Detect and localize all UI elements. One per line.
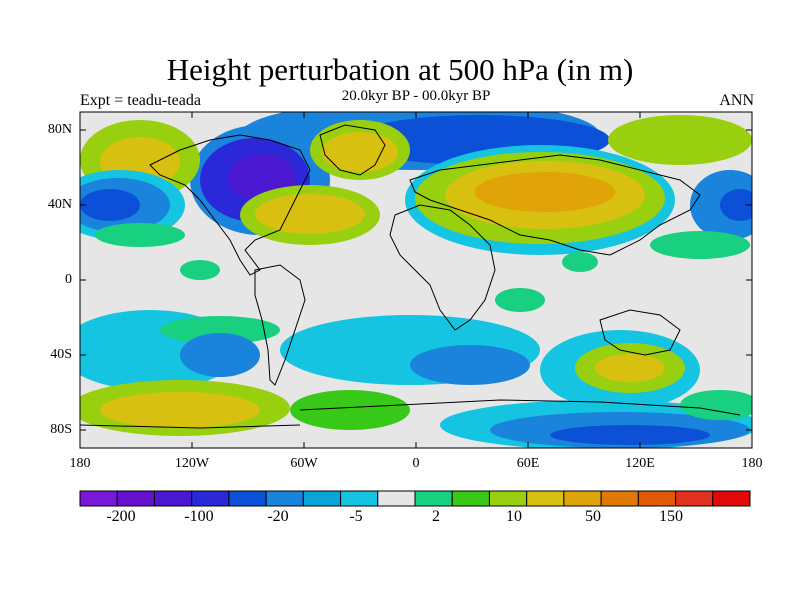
colorbar-swatch [265, 490, 304, 507]
colorbar-swatch [116, 490, 155, 507]
colorbar-swatch [451, 490, 490, 507]
colorbar-swatch [228, 490, 267, 507]
colorbar-label: 10 [506, 508, 522, 525]
axis-ticks [80, 112, 752, 448]
lon-tick-label: 0 [412, 456, 420, 471]
colorbar-swatch [191, 490, 230, 507]
lat-tick-label: 80N [47, 122, 72, 137]
experiment-label: Expt = teadu-teada [80, 92, 201, 109]
colorbar-label: -100 [184, 508, 214, 525]
chart-subtitle: 20.0kyr BP - 00.0kyr BP [341, 88, 491, 104]
colorbar-label: 150 [659, 508, 683, 525]
lon-tick-label: 120W [174, 456, 210, 471]
lon-tick-label: 60W [290, 456, 318, 471]
colorbar-swatch [377, 490, 416, 507]
colorbar-label: 50 [585, 508, 601, 525]
colorbar-swatch [637, 490, 677, 507]
lat-tick-label: 0 [65, 272, 72, 287]
colorbar-swatch [414, 490, 453, 507]
colorbar-swatch [712, 490, 751, 507]
lon-tick-label: 60E [516, 456, 540, 471]
lat-tick-label: 80S [50, 422, 72, 437]
colorbar-swatch [675, 490, 714, 507]
colorbar-swatch [600, 490, 639, 507]
colorbar-swatch [79, 490, 118, 507]
colorbar-swatch [563, 490, 602, 507]
lat-tick-label: 40S [50, 347, 72, 362]
season-label: ANN [719, 92, 754, 109]
colorbar-swatch [302, 490, 342, 507]
colorbar-label: -5 [349, 508, 363, 525]
lat-tick-label: 40N [47, 197, 72, 212]
colorbar-swatch [488, 490, 528, 507]
colorbar-label: -200 [106, 508, 136, 525]
colorbar-label: 2 [432, 508, 440, 525]
colorbar-swatch [153, 490, 193, 507]
lon-tick-label: 180 [69, 456, 91, 471]
lon-tick-label: 180 [741, 456, 763, 471]
contour-field [80, 112, 752, 448]
lon-tick-label: 120E [625, 456, 655, 471]
chart-title: Height perturbation at 500 hPa (in m) [166, 52, 634, 87]
colorbar-swatch [340, 490, 379, 507]
coastlines [80, 124, 741, 429]
colorbar [79, 490, 751, 507]
colorbar-swatch [526, 490, 565, 507]
colorbar-label: -20 [267, 508, 289, 525]
